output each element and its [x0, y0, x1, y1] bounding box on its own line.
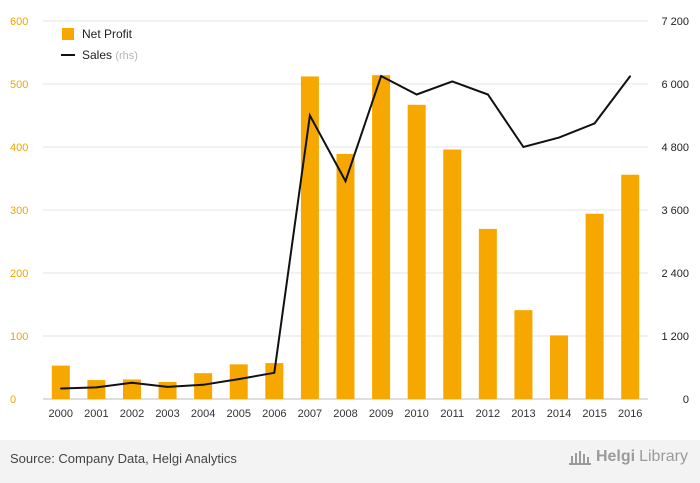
point-sales [593, 122, 596, 125]
x-axis-tick-label: 2014 [547, 408, 571, 420]
x-axis-tick-label: 2000 [49, 408, 73, 420]
bar-net-profit [585, 213, 604, 399]
x-axis-tick-label: 2009 [369, 408, 393, 420]
right-axis-tick-label: 7 200 [661, 16, 689, 28]
point-sales [380, 75, 382, 77]
bar-net-profit [550, 335, 569, 399]
right-axis-tick-label: 4 800 [661, 142, 689, 154]
left-axis-tick-label: 100 [10, 331, 28, 343]
right-axis-tick-label: 0 [683, 394, 689, 406]
point-sales [59, 387, 62, 390]
right-axis-tick-label: 1 200 [661, 331, 689, 343]
bar-net-profit [407, 104, 426, 399]
point-sales [309, 114, 311, 117]
point-sales [166, 386, 169, 388]
bar-net-profit [122, 379, 141, 399]
point-sales [237, 378, 240, 380]
right-axis-tick-label: 3 600 [661, 205, 689, 217]
x-axis-tick-label: 2006 [262, 408, 286, 420]
point-sales [273, 371, 276, 374]
point-sales [344, 180, 347, 182]
brand-name: Helgi [595, 448, 636, 465]
bar-net-profit [87, 380, 106, 399]
bar-net-profit [514, 310, 533, 399]
bar-net-profit [621, 174, 640, 399]
source-note: Source: Company Data, Helgi Analytics [10, 451, 237, 466]
x-axis-tick-label: 2010 [404, 408, 428, 420]
x-axis-tick-label: 2001 [84, 408, 108, 420]
bar-net-profit [443, 149, 462, 399]
bar-net-profit [300, 76, 319, 399]
point-sales [487, 93, 489, 96]
x-axis-tick-label: 2007 [298, 408, 322, 420]
x-axis-tick-label: 2011 [440, 408, 464, 420]
x-axis-tick-label: 2013 [511, 408, 535, 420]
left-axis-tick-label: 400 [10, 142, 28, 154]
chart: 0 0 100 1 200 200 2 400 300 3 600 400 4 800 500 6 0… [10, 16, 689, 420]
point-sales [558, 136, 560, 139]
left-axis-tick-label: 300 [10, 205, 28, 217]
bar-net-profit [229, 364, 248, 399]
library-icon [568, 451, 591, 465]
bar-net-profit [478, 228, 497, 399]
legend-label-net-profit: Net Profit [82, 27, 133, 41]
right-axis-tick-label: 2 400 [661, 268, 689, 280]
point-sales [629, 75, 632, 77]
left-axis-tick-label: 500 [10, 79, 28, 91]
x-axis-tick-label: 2016 [618, 408, 642, 420]
x-axis-tick-label: 2003 [155, 408, 179, 420]
point-sales [202, 384, 204, 386]
bar-net-profit [372, 75, 391, 400]
legend-label-sales-note: (rhs) [115, 50, 138, 62]
right-axis-tick-label: 6 000 [661, 79, 689, 91]
left-axis-tick-label: 200 [10, 268, 28, 280]
bar-net-profit [158, 381, 177, 399]
x-axis-tick-label: 2008 [333, 408, 357, 420]
x-axis-tick-label: 2002 [120, 408, 144, 420]
brand-suffix: Library [639, 448, 688, 465]
point-sales [522, 146, 525, 148]
x-axis-tick-label: 2012 [476, 408, 500, 420]
point-sales [451, 80, 454, 83]
bar-net-profit [51, 365, 70, 399]
left-axis-tick-label: 0 [10, 394, 16, 406]
brand-logo[interactable]: Helgi Library [568, 447, 688, 467]
legend-swatch-net-profit [62, 28, 74, 40]
bar-net-profit [265, 363, 284, 399]
bar-net-profit [194, 373, 213, 399]
x-axis-tick-label: 2005 [226, 408, 250, 420]
x-axis-tick-label: 2004 [191, 408, 215, 420]
bar-net-profit [336, 153, 355, 399]
x-axis-tick-label: 2015 [582, 408, 606, 420]
legend-label-sales: Sales (rhs) [82, 48, 138, 62]
point-sales [415, 93, 418, 96]
point-sales [95, 386, 98, 389]
left-axis-tick-label: 600 [10, 16, 28, 28]
point-sales [131, 381, 133, 384]
